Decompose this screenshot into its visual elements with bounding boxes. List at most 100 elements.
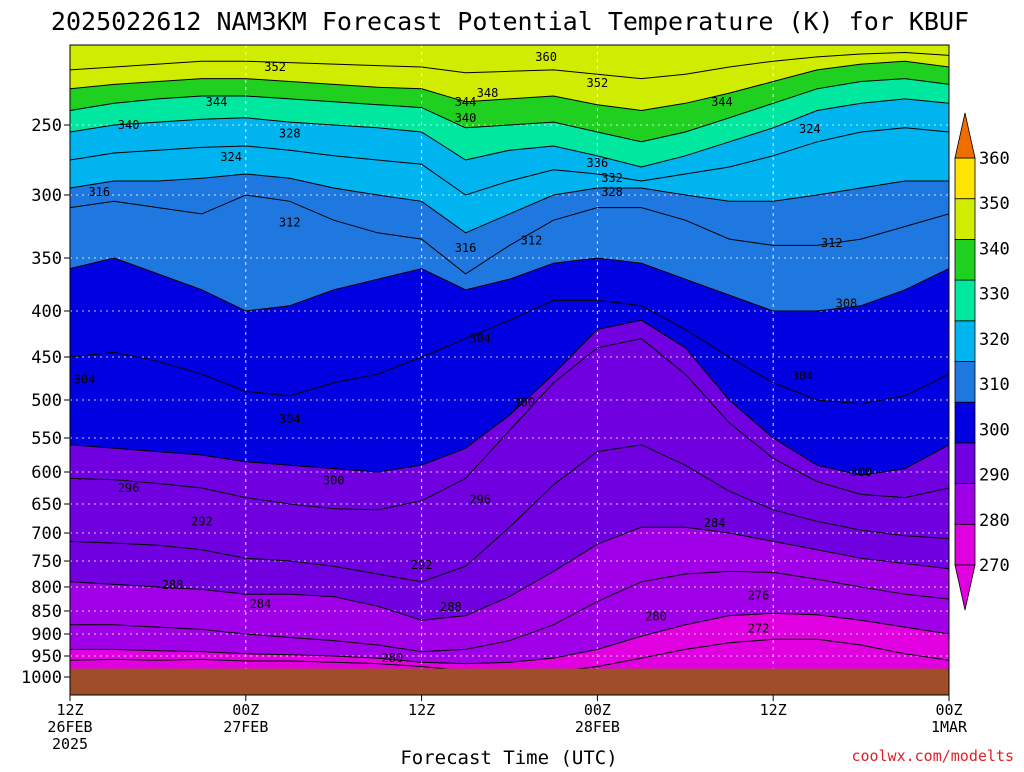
contour-label: 280 (381, 651, 403, 665)
contour-label: 272 (748, 621, 770, 635)
y-tick-label: 400 (31, 302, 62, 322)
contour-label: 300 (513, 395, 535, 409)
colorbar-tick-label: 360 (979, 149, 1010, 169)
x-tick-label: 00Z (232, 701, 259, 719)
contour-label: 316 (88, 185, 110, 199)
contour-label: 308 (836, 297, 858, 311)
y-tick-label: 350 (31, 249, 62, 269)
isentrope-line (70, 173, 949, 234)
contour-label: 304 (469, 332, 491, 346)
credit-text[interactable]: coolwx.com/modelts (851, 747, 1014, 765)
y-tick-label: 550 (31, 429, 62, 449)
contour-label: 332 (601, 171, 623, 185)
colorbar-segment (954, 401, 976, 444)
theta-band (70, 98, 949, 195)
colorbar-tick-label: 310 (979, 375, 1010, 395)
isentrope-line (70, 299, 949, 405)
grid-lines (70, 45, 949, 695)
theta-band (70, 45, 949, 79)
theta-band (70, 52, 949, 111)
theta-bands (70, 45, 949, 695)
theta-band (70, 174, 949, 274)
y-tick-label: 1000 (21, 668, 62, 688)
y-tick-label: 600 (31, 463, 62, 483)
contour-label: 316 (455, 241, 477, 255)
colorbar-segment (954, 279, 976, 322)
contour-label: 304 (279, 412, 301, 426)
colorbar-segment (954, 320, 976, 362)
colorbar-tick-label: 270 (979, 556, 1010, 576)
colorbar-tick-label: 280 (979, 511, 1010, 531)
contour-label: 336 (587, 156, 609, 170)
isentrope-line (70, 51, 949, 80)
colorbar: 270 280 290 300 310 320 330 340 350 360 (954, 112, 1010, 611)
contour-label: 292 (191, 514, 213, 528)
x-tick-label: 1MAR (931, 718, 968, 736)
theta-band (70, 613, 949, 673)
x-tick-label: 12Z (760, 701, 787, 719)
y-tick-label: 950 (31, 647, 62, 667)
isentrope-line (70, 60, 949, 112)
x-tick-label: 12Z (408, 701, 435, 719)
colorbar-segment (954, 238, 976, 281)
contour-label: 360 (535, 50, 557, 64)
colorbar-tick-label: 290 (979, 466, 1010, 486)
contour-label: 312 (521, 233, 543, 247)
theta-band (70, 195, 949, 311)
x-axis-label: Forecast Time (UTC) (400, 747, 617, 768)
theta-band (70, 320, 949, 510)
theta-band (70, 258, 949, 404)
isentrope-line (70, 127, 949, 196)
theta-band (70, 571, 949, 664)
contour-label: 324 (799, 122, 821, 136)
contour-label: 296 (469, 493, 491, 507)
colorbar-tick-label: 330 (979, 285, 1010, 305)
plot-area (70, 45, 949, 695)
contour-label: 348 (477, 86, 499, 100)
contour-label: 344 (455, 95, 477, 109)
contour-label: 300 (323, 473, 345, 487)
contour-label: 328 (601, 185, 623, 199)
x-tick-label: 00Z (584, 701, 611, 719)
y-tick-label: 900 (31, 625, 62, 645)
colorbar-tick-label: 350 (979, 194, 1010, 214)
x-tick-label: 28FEB (575, 718, 620, 736)
y-tick-label: 850 (31, 602, 62, 622)
isentrope-line (70, 78, 949, 143)
y-tick-label: 300 (31, 186, 62, 206)
ground-layer (70, 668, 949, 695)
contour-label: 324 (220, 150, 242, 164)
chart-title: 2025022612 NAM3KM Forecast Potential Tem… (51, 7, 969, 36)
contour-label: 304 (74, 372, 96, 386)
y-axis: 250 300 350 400 450 500 550 600 650 700 750 800 850 9… (21, 116, 70, 688)
contour-label: 288 (162, 578, 184, 592)
colorbar-segment (954, 198, 976, 240)
y-tick-label: 700 (31, 524, 62, 544)
plot-border (69, 44, 950, 696)
contour-label: 352 (587, 76, 609, 90)
contour-label: 312 (279, 216, 301, 230)
colorbar-segment (954, 361, 976, 403)
contour-label: 304 (792, 369, 814, 383)
y-tick-label: 250 (31, 116, 62, 136)
x-tick-label: 26FEB (47, 718, 92, 736)
contour-label: 276 (748, 589, 770, 603)
theta-band (70, 78, 949, 167)
colorbar-low-arrow (954, 564, 976, 611)
contour-label: 284 (704, 516, 726, 530)
colorbar-tick-label: 320 (979, 330, 1010, 350)
x-tick-label: 00Z (935, 701, 962, 719)
theta-band (70, 300, 949, 476)
contour-label: 292 (411, 558, 433, 572)
contour-label: 312 (821, 236, 843, 250)
contour-label: 328 (279, 126, 301, 140)
colorbar-segment (954, 442, 976, 484)
x-tick-label: 2025 (52, 735, 88, 753)
isentrope-line (70, 570, 949, 653)
y-tick-label: 500 (31, 391, 62, 411)
isentrope-line (70, 98, 949, 168)
y-tick-label: 650 (31, 495, 62, 515)
